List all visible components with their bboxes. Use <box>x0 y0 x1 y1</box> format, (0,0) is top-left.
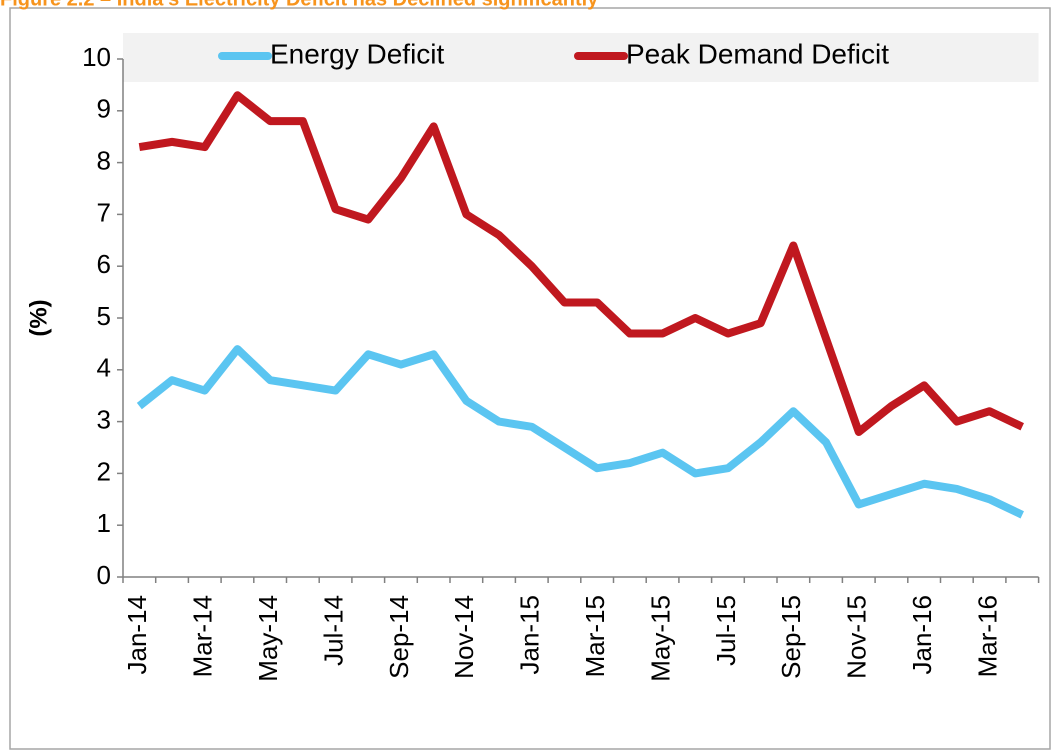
x-tick-label: May-15 <box>645 595 675 682</box>
x-tick-label: Mar-14 <box>188 595 218 677</box>
chart-title: Figure 2.2 – India's Electricity Deficit… <box>0 0 599 10</box>
legend-label: Energy Deficit <box>270 38 445 69</box>
chart-frame <box>9 7 1051 750</box>
y-tick-label: 10 <box>82 42 111 72</box>
y-tick-label: 6 <box>97 249 111 279</box>
x-tick-label: Mar-16 <box>972 595 1002 677</box>
y-tick-label: 2 <box>97 456 111 486</box>
x-tick-label: Jul-15 <box>711 595 741 666</box>
data-line <box>138 91 1024 436</box>
x-tick-label: Nov-15 <box>842 595 872 679</box>
y-tick-label: 0 <box>97 560 111 590</box>
legend-label: Peak Demand Deficit <box>626 38 889 69</box>
y-tick-label: 7 <box>97 197 111 227</box>
x-tick-label: Sep-15 <box>776 595 806 679</box>
data-line <box>136 345 1024 519</box>
x-tick-label: Sep-14 <box>384 595 414 679</box>
y-tick-label: 3 <box>97 404 111 434</box>
x-tick-label: Nov-14 <box>449 595 479 679</box>
x-tick-label: Mar-15 <box>580 595 610 677</box>
x-tick-label: Jan-16 <box>907 595 937 675</box>
y-tick-label: 5 <box>97 301 111 331</box>
x-tick-label: Jul-14 <box>318 595 348 666</box>
y-tick-label: 9 <box>97 94 111 124</box>
x-tick-label: Jan-15 <box>515 595 545 675</box>
x-tick-label: Jan-14 <box>122 595 152 675</box>
y-tick-label: 1 <box>97 508 111 538</box>
y-tick-label: 8 <box>97 145 111 175</box>
y-axis-label: (%) <box>25 299 52 336</box>
x-tick-label: May-14 <box>253 595 283 682</box>
y-tick-label: 4 <box>97 353 111 383</box>
